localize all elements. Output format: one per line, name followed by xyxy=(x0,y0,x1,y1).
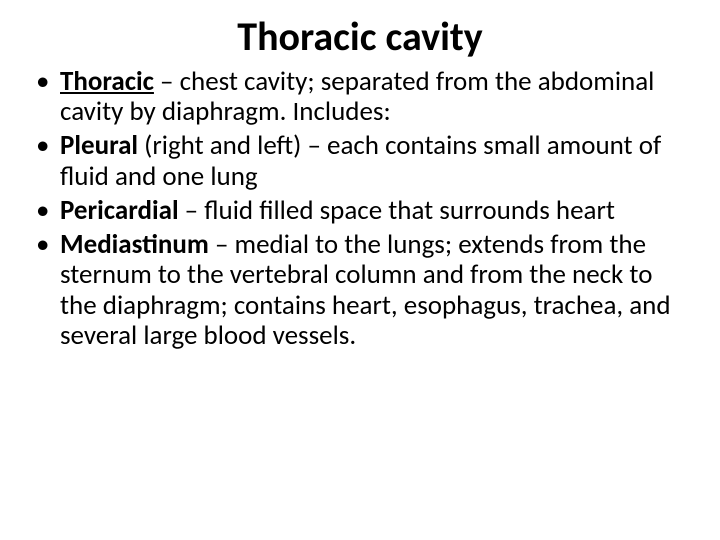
bullet-text: – fluid filled space that surrounds hear… xyxy=(179,194,615,227)
bullet-item: Pleural (right and left) – each contains… xyxy=(30,131,690,191)
bullet-term: Mediastinum xyxy=(60,228,209,261)
bullet-term: Pericardial xyxy=(60,194,179,227)
bullet-item: Mediastinum – medial to the lungs; exten… xyxy=(30,230,690,351)
bullet-term: Thoracic xyxy=(60,65,154,98)
bullet-item: Pericardial – fluid filled space that su… xyxy=(30,196,690,226)
bullet-item: Thoracic – chest cavity; separated from … xyxy=(30,67,690,127)
bullet-text: (right and left) – each contains small a… xyxy=(60,129,661,192)
slide-title: Thoracic cavity xyxy=(30,12,690,61)
bullet-list: Thoracic – chest cavity; separated from … xyxy=(30,67,690,351)
bullet-term: Pleural xyxy=(60,129,138,162)
